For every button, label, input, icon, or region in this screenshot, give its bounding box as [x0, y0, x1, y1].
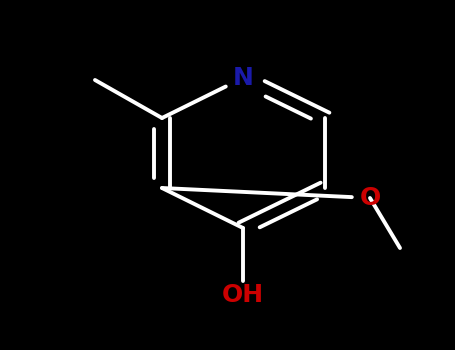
Text: O: O [359, 186, 381, 210]
Text: N: N [233, 66, 253, 90]
Text: OH: OH [222, 283, 264, 307]
